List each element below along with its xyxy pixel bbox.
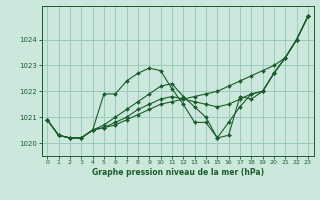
X-axis label: Graphe pression niveau de la mer (hPa): Graphe pression niveau de la mer (hPa)	[92, 168, 264, 177]
